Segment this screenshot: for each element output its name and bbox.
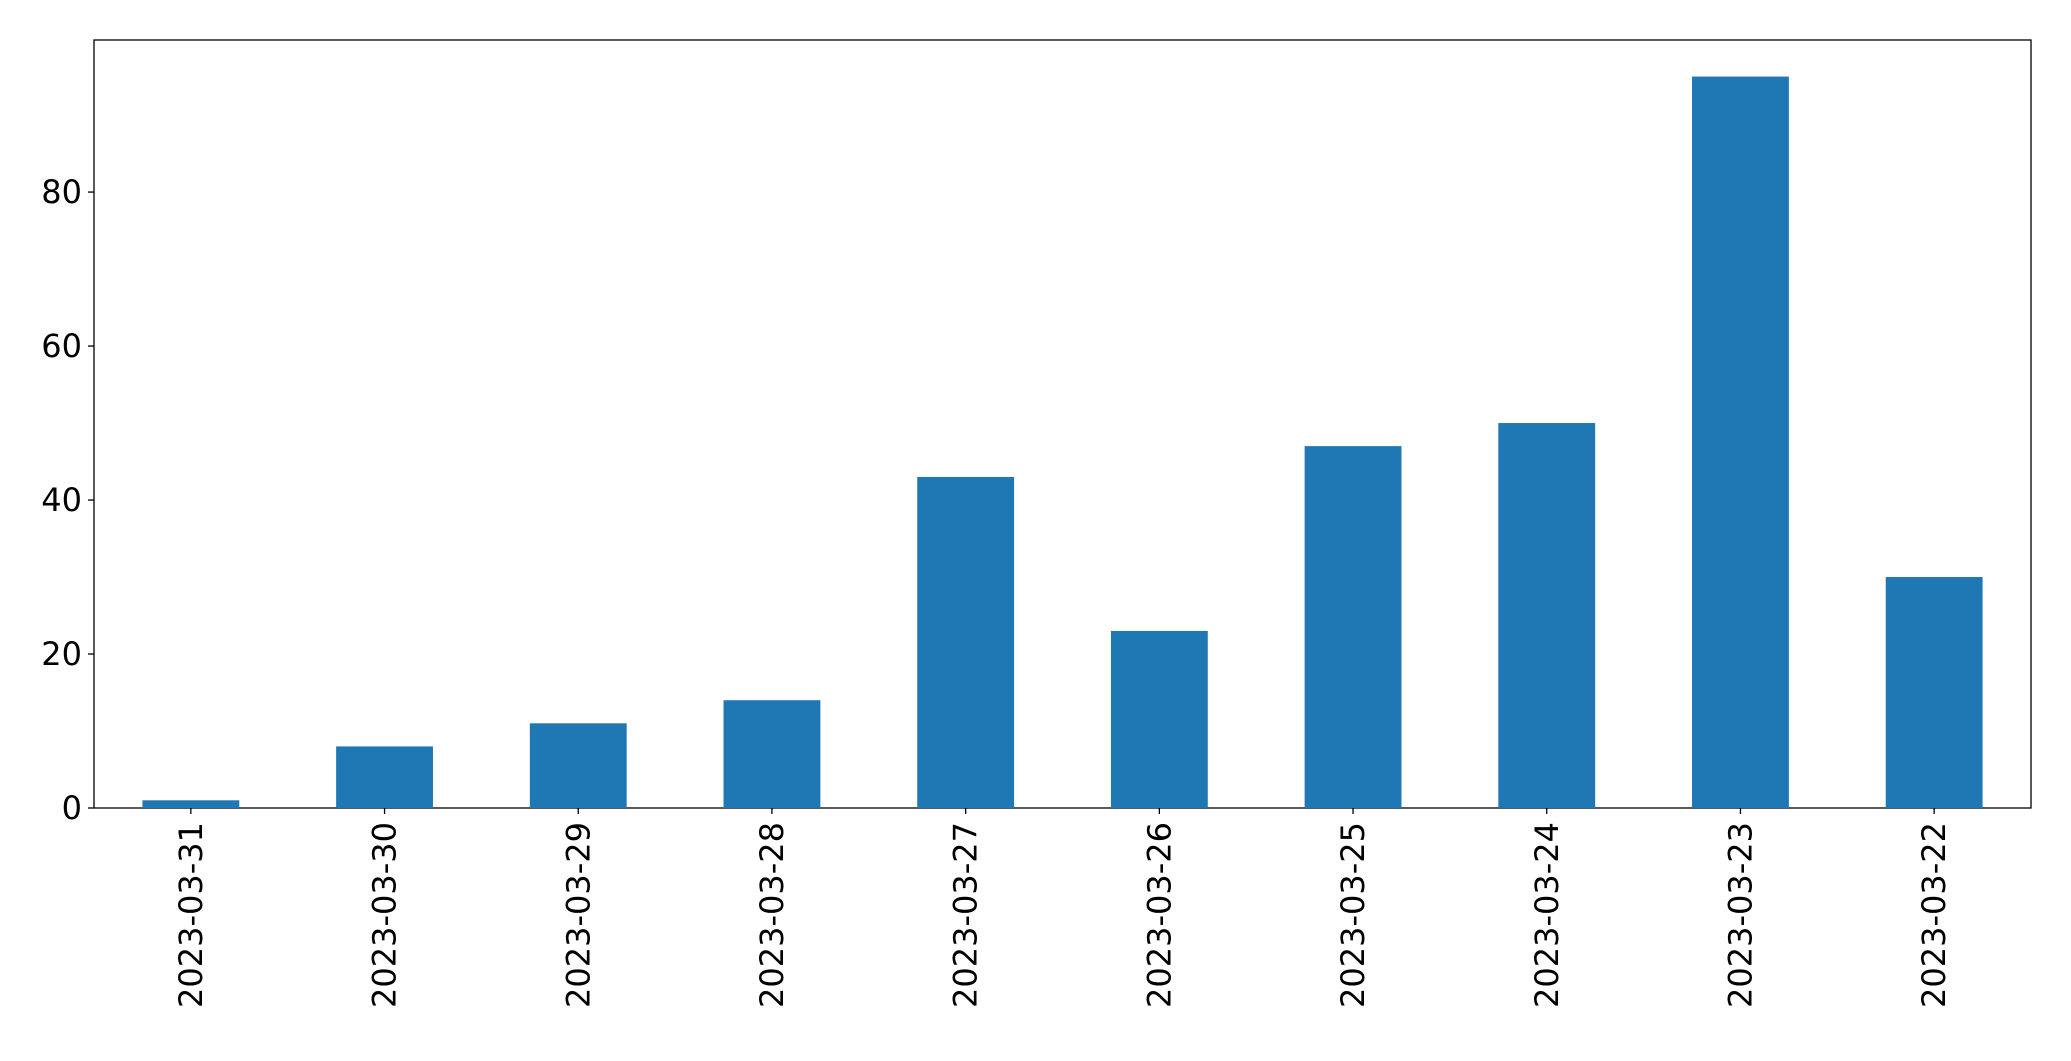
x-tick-label: 2023-03-25 [1334,822,1372,1008]
x-tick-label: 2023-03-29 [559,822,597,1008]
bar [917,476,1015,808]
bar [1692,76,1789,809]
x-tick-label: 2023-03-26 [1140,822,1178,1008]
bar [142,800,240,808]
x-tick-label: 2023-03-27 [947,822,985,1008]
bar [529,723,627,808]
x-tick-label: 2023-03-23 [1721,822,1759,1008]
x-tick-label: 2023-03-31 [172,822,210,1008]
y-tick-label: 60 [41,327,82,365]
x-tick-label: 2023-03-30 [366,822,404,1008]
y-tick-label: 0 [62,789,82,827]
bar [1885,577,1983,808]
bar [336,746,433,808]
bar [1498,423,1596,808]
x-tick-label: 2023-03-28 [753,822,791,1008]
y-tick-label: 80 [41,173,82,211]
bar [1110,630,1208,808]
bar [723,700,821,808]
bar [1304,446,1402,808]
plot-frame [93,39,2032,809]
x-tick-label: 2023-03-22 [1915,822,1953,1008]
y-tick-label: 20 [41,635,82,673]
x-tick-label: 2023-03-24 [1528,822,1566,1008]
y-tick-label: 40 [41,481,82,519]
